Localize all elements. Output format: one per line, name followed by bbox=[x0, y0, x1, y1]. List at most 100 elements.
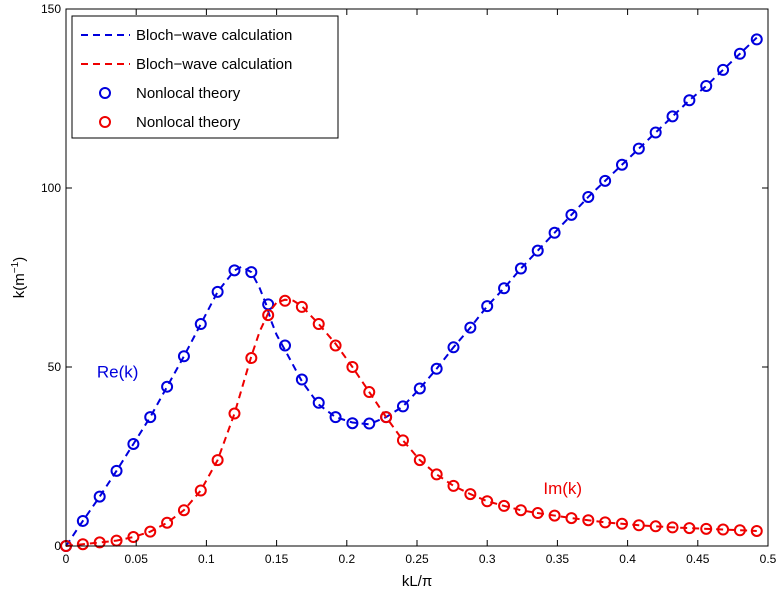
data-point-series-2 bbox=[700, 522, 713, 535]
data-point-series-2 bbox=[93, 536, 106, 549]
data-point-series-1 bbox=[447, 341, 460, 354]
data-point-series-1 bbox=[717, 63, 730, 76]
data-point-series-1 bbox=[194, 318, 207, 331]
data-point-series-1 bbox=[161, 380, 174, 393]
data-point-series-2 bbox=[447, 479, 460, 492]
data-point-series-2 bbox=[666, 521, 679, 534]
x-tick-label: 0.25 bbox=[405, 552, 429, 566]
x-tick-label: 0.5 bbox=[760, 552, 777, 566]
data-point-series-2 bbox=[312, 318, 325, 331]
data-point-series-2 bbox=[413, 454, 426, 467]
legend-marker-swatch bbox=[99, 116, 111, 128]
y-axis-title: k(m−1) bbox=[10, 257, 28, 298]
x-tick-label: 0 bbox=[63, 552, 70, 566]
data-point-series-1 bbox=[599, 174, 612, 187]
data-point-series-2 bbox=[717, 523, 730, 536]
data-point-series-2 bbox=[582, 514, 595, 527]
data-point-series-2 bbox=[565, 512, 578, 525]
data-point-series-1 bbox=[329, 411, 342, 424]
annotation-label: Im(k) bbox=[543, 479, 582, 498]
data-point-series-2 bbox=[683, 522, 696, 535]
data-point-series-2 bbox=[531, 507, 544, 520]
data-point-series-1 bbox=[346, 417, 359, 430]
data-point-series-2 bbox=[262, 309, 275, 322]
data-point-series-1 bbox=[649, 126, 662, 139]
legend-entry-label: Bloch−wave calculation bbox=[136, 56, 292, 73]
data-point-series-2 bbox=[649, 520, 662, 533]
x-tick-label: 0.05 bbox=[125, 552, 149, 566]
x-tick-label: 0.3 bbox=[479, 552, 496, 566]
data-point-series-2 bbox=[245, 352, 258, 365]
data-point-series-1 bbox=[177, 350, 190, 363]
axes-layer: 0 0.05 0.1 0.15 0.2 0.25 0.3 0.35 0.4 0.45 0.5 0 50 1… bbox=[41, 2, 777, 566]
y-axis-title-superscript: −1 bbox=[10, 261, 21, 273]
x-axis-title: kL/π bbox=[402, 573, 432, 590]
data-point-series-2 bbox=[177, 504, 190, 517]
data-point-series-1 bbox=[110, 464, 123, 477]
data-point-series-2 bbox=[548, 509, 561, 522]
data-point-series-2 bbox=[481, 495, 494, 508]
data-point-series-2 bbox=[615, 517, 628, 530]
data-point-series-2 bbox=[194, 484, 207, 497]
annotations: Re(k) Im(k) bbox=[97, 363, 582, 498]
y-axis-title-close: ) bbox=[11, 257, 28, 262]
data-point-series-1 bbox=[245, 266, 258, 279]
data-point-series-1 bbox=[683, 94, 696, 107]
data-point-series-1 bbox=[733, 47, 746, 60]
legend-entry-label: Nonlocal theory bbox=[136, 114, 241, 131]
data-point-series-1 bbox=[228, 264, 241, 277]
y-tick-label: 50 bbox=[48, 360, 62, 374]
data-point-series-1 bbox=[700, 79, 713, 92]
data-point-series-1 bbox=[93, 490, 106, 503]
data-point-series-1 bbox=[413, 382, 426, 395]
data-point-series-2 bbox=[329, 339, 342, 352]
y-axis-title-main: k(m bbox=[11, 273, 28, 298]
x-tick-label: 0.45 bbox=[686, 552, 710, 566]
series-layer bbox=[60, 33, 763, 552]
annotation-label: Re(k) bbox=[97, 363, 139, 382]
data-point-series-1 bbox=[548, 226, 561, 239]
data-point-series-2 bbox=[363, 386, 376, 399]
data-point-series-1 bbox=[632, 142, 645, 155]
data-point-series-1 bbox=[531, 244, 544, 257]
legend-entry-label: Bloch−wave calculation bbox=[136, 27, 292, 44]
y-tick-label: 100 bbox=[41, 181, 61, 195]
x-tick-label: 0.35 bbox=[546, 552, 570, 566]
data-point-series-2 bbox=[599, 516, 612, 529]
data-point-series-2 bbox=[430, 468, 443, 481]
data-point-series-2 bbox=[161, 516, 174, 529]
x-tick-label: 0.15 bbox=[265, 552, 289, 566]
y-tick-label: 0 bbox=[54, 539, 61, 553]
data-point-series-1 bbox=[498, 282, 511, 295]
data-point-series-2 bbox=[127, 531, 140, 544]
data-point-series-1 bbox=[312, 396, 325, 409]
data-point-series-2 bbox=[144, 525, 157, 538]
data-point-series-1 bbox=[363, 417, 376, 430]
data-point-series-1 bbox=[144, 411, 157, 424]
data-point-series-1 bbox=[565, 208, 578, 221]
data-point-series-2 bbox=[498, 499, 511, 512]
x-tick-label: 0.2 bbox=[338, 552, 355, 566]
data-point-series-1 bbox=[76, 514, 89, 527]
data-point-series-1 bbox=[127, 437, 140, 450]
legend-entry-label: Nonlocal theory bbox=[136, 85, 241, 102]
data-point-series-1 bbox=[396, 400, 409, 413]
x-tick-label: 0.1 bbox=[198, 552, 215, 566]
data-point-series-1 bbox=[481, 300, 494, 313]
data-point-series-2 bbox=[632, 519, 645, 532]
data-point-series-2 bbox=[295, 300, 308, 313]
data-point-series-2 bbox=[514, 504, 527, 517]
data-point-series-1 bbox=[615, 158, 628, 171]
data-point-series-2 bbox=[380, 411, 393, 424]
data-point-series-2 bbox=[750, 524, 763, 537]
data-point-series-2 bbox=[733, 524, 746, 537]
data-point-series-2 bbox=[346, 361, 359, 373]
data-point-series-2 bbox=[228, 407, 241, 420]
data-point-series-1 bbox=[295, 373, 308, 386]
x-tick-label: 0.4 bbox=[619, 552, 636, 566]
data-point-series-2 bbox=[76, 538, 89, 551]
data-point-series-1 bbox=[582, 190, 595, 203]
data-point-series-2 bbox=[396, 434, 409, 447]
data-point-series-1 bbox=[279, 339, 292, 352]
